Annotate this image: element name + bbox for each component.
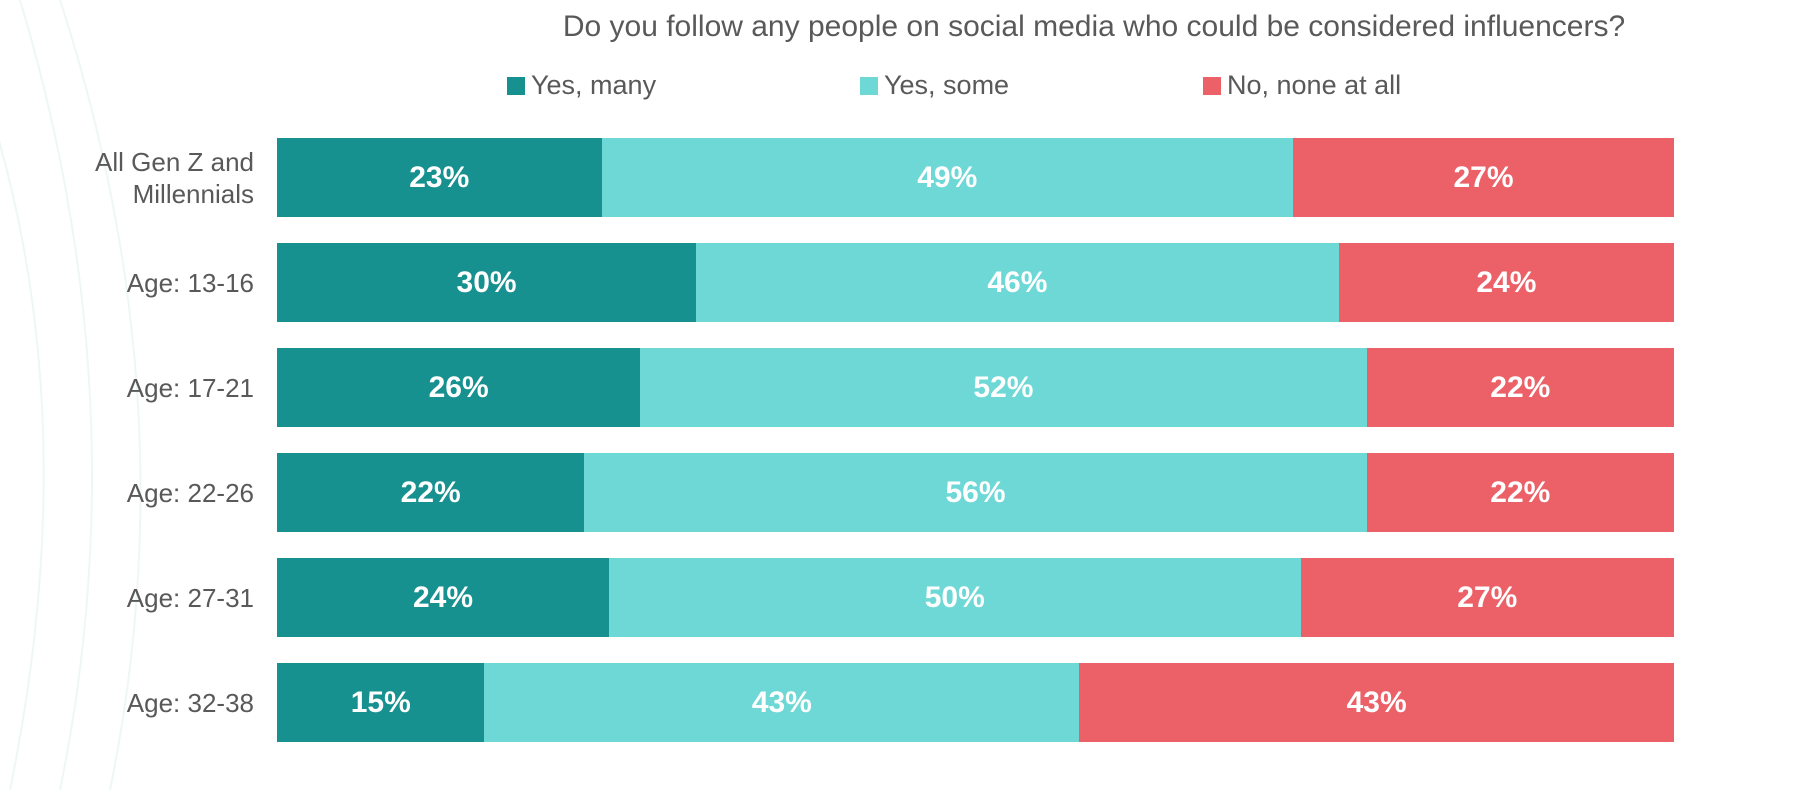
data-label: 22%	[1490, 370, 1551, 404]
data-label: 24%	[412, 580, 473, 614]
legend-label: Yes, many	[531, 70, 657, 100]
bar-segment: 23%	[277, 138, 602, 217]
bar-segment: 22%	[1366, 348, 1674, 427]
bar-segment: 26%	[277, 348, 641, 427]
bar-segment: 43%	[1079, 663, 1674, 742]
chart-title: Do you follow any people on social media…	[0, 10, 1808, 44]
legend-item: Yes, some	[860, 70, 1009, 101]
bar-segment: 22%	[1366, 453, 1674, 532]
data-label: 27%	[1453, 160, 1514, 194]
data-label: 49%	[917, 160, 978, 194]
bar-segment: 22%	[277, 453, 585, 532]
bar-segment: 52%	[640, 348, 1367, 427]
bar-segment: 50%	[608, 558, 1301, 637]
data-label: 43%	[751, 685, 812, 719]
data-label: 22%	[400, 475, 461, 509]
chart-title-text: Do you follow any people on social media…	[562, 10, 1626, 43]
bar-segment: 24%	[1338, 243, 1674, 322]
bar-segment: 46%	[696, 243, 1339, 322]
category-label: Age: 22-26	[126, 477, 254, 508]
data-label: 27%	[1457, 580, 1518, 614]
data-label: 43%	[1346, 685, 1407, 719]
legend-label: Yes, some	[884, 70, 1010, 100]
legend-swatch	[507, 76, 525, 95]
category-label: Age: 13-16	[126, 267, 254, 298]
category-label: Age: 17-21	[126, 372, 254, 403]
category-label: All Gen Z and Millennials	[95, 146, 254, 209]
data-label: 30%	[456, 265, 517, 299]
bar-segment: 24%	[277, 558, 609, 637]
bar-segment: 56%	[584, 453, 1367, 532]
data-label: 22%	[1490, 475, 1551, 509]
bar-segment: 43%	[484, 663, 1080, 742]
bar-segment: 30%	[277, 243, 697, 322]
bar-segment: 15%	[277, 663, 485, 742]
data-label: 52%	[973, 370, 1034, 404]
data-label: 15%	[350, 685, 411, 719]
data-label: 46%	[987, 265, 1048, 299]
bar-segment: 27%	[1293, 138, 1674, 217]
legend-swatch	[1203, 76, 1221, 95]
legend-label: No, none at all	[1227, 70, 1402, 100]
category-label: Age: 32-38	[126, 687, 254, 718]
data-label: 26%	[428, 370, 489, 404]
legend-item: Yes, many	[507, 70, 656, 101]
data-label: 50%	[924, 580, 985, 614]
data-label: 56%	[945, 475, 1006, 509]
legend-item: No, none at all	[1203, 70, 1401, 101]
data-label: 23%	[409, 160, 470, 194]
legend-swatch	[860, 76, 878, 95]
bar-segment: 49%	[601, 138, 1293, 217]
category-label: Age: 27-31	[126, 582, 254, 613]
data-label: 24%	[1476, 265, 1537, 299]
bar-segment: 27%	[1300, 558, 1674, 637]
